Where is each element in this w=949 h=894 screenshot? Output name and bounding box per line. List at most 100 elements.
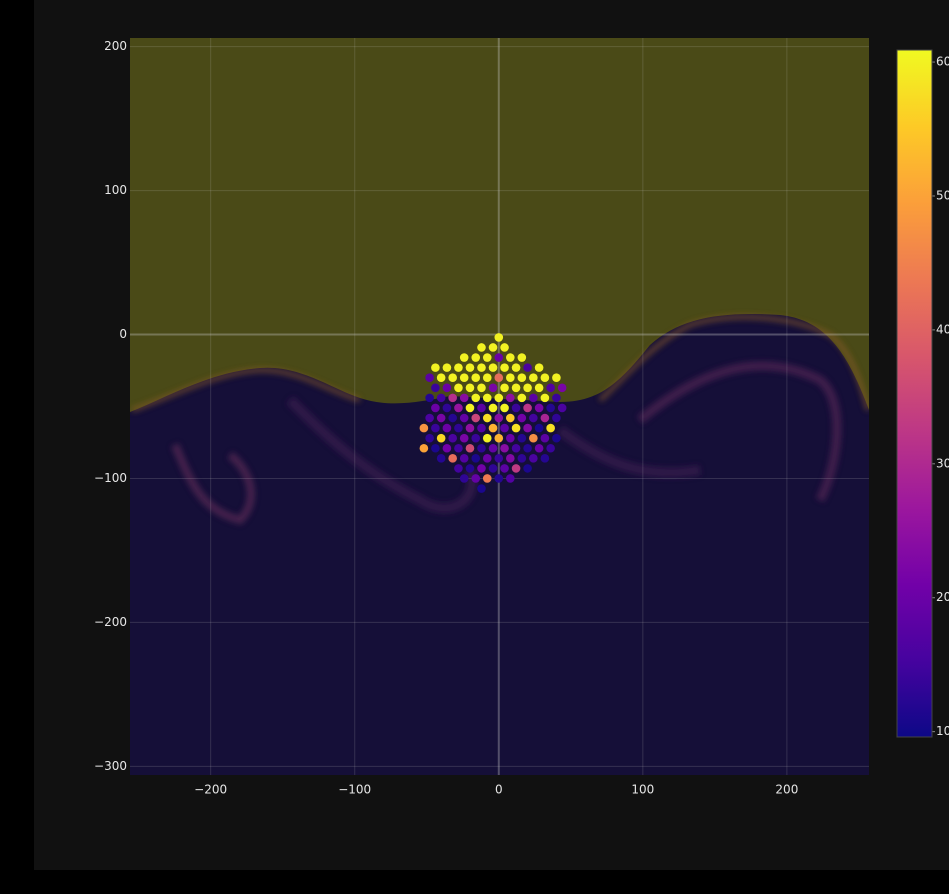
point — [448, 413, 457, 423]
point — [425, 373, 434, 383]
point — [419, 423, 429, 433]
point — [477, 423, 486, 433]
point — [511, 383, 521, 393]
point — [546, 443, 555, 453]
point — [431, 383, 440, 393]
point — [494, 413, 504, 423]
point — [459, 433, 469, 443]
point — [500, 423, 509, 433]
point — [465, 403, 475, 413]
point — [436, 373, 446, 383]
colorbar-tick-label: 60 — [936, 55, 949, 69]
point — [471, 393, 481, 403]
point — [511, 403, 521, 413]
point — [454, 443, 463, 453]
point — [425, 413, 434, 423]
point — [431, 423, 440, 433]
point — [540, 393, 550, 403]
point — [488, 383, 498, 393]
point — [431, 403, 440, 413]
point — [471, 353, 481, 362]
point — [500, 443, 509, 453]
point — [436, 433, 446, 443]
point — [465, 443, 475, 453]
y-tick-label: 100 — [104, 183, 127, 197]
point — [482, 393, 492, 403]
point — [448, 373, 457, 383]
point — [482, 474, 492, 483]
point — [477, 383, 486, 393]
point — [534, 363, 544, 372]
point — [494, 373, 504, 383]
point — [529, 454, 538, 463]
point — [494, 433, 504, 443]
point — [477, 343, 486, 352]
point — [482, 413, 492, 423]
point — [471, 373, 481, 383]
x-tick-label: 0 — [495, 783, 503, 797]
x-tick-label: −200 — [194, 783, 227, 797]
point — [511, 423, 521, 433]
point — [442, 383, 452, 393]
point — [488, 443, 498, 453]
point — [494, 333, 504, 342]
point — [459, 393, 469, 403]
point — [477, 363, 486, 372]
point — [465, 363, 475, 372]
point — [431, 443, 440, 453]
point — [506, 474, 515, 483]
point — [482, 353, 492, 362]
point — [494, 474, 504, 483]
point — [529, 413, 538, 423]
point — [488, 343, 498, 352]
point — [540, 454, 550, 463]
point — [459, 454, 469, 463]
point — [442, 443, 452, 453]
point — [529, 373, 538, 383]
point — [517, 353, 527, 362]
heatmap-swirls — [131, 314, 869, 525]
point — [523, 403, 532, 413]
point — [436, 454, 446, 463]
x-tick-label: −100 — [338, 783, 371, 797]
y-tick-label: 200 — [104, 39, 127, 53]
point — [517, 393, 527, 403]
point — [488, 403, 498, 413]
point — [482, 433, 492, 443]
point — [419, 443, 429, 453]
y-tick-label: −200 — [94, 615, 127, 629]
point — [523, 383, 532, 393]
points — [419, 333, 567, 493]
point — [494, 353, 504, 362]
point — [482, 373, 492, 383]
point — [448, 393, 457, 403]
point — [465, 423, 475, 433]
point — [459, 413, 469, 423]
point — [546, 403, 555, 413]
point — [506, 353, 515, 362]
point — [523, 464, 532, 473]
point — [454, 423, 463, 433]
point — [459, 373, 469, 383]
point — [436, 413, 446, 423]
point — [500, 383, 509, 393]
heatmap — [130, 38, 869, 775]
point — [442, 403, 452, 413]
point — [494, 454, 504, 463]
point — [511, 363, 521, 372]
point — [465, 464, 475, 473]
point — [523, 363, 532, 372]
point — [465, 383, 475, 393]
point — [454, 464, 463, 473]
point — [454, 363, 463, 372]
colorbar-tick-label: 20 — [936, 590, 949, 604]
point — [500, 343, 509, 352]
colorbar — [896, 49, 933, 738]
point — [454, 383, 463, 393]
point — [517, 413, 527, 423]
point — [477, 484, 486, 493]
point — [482, 454, 492, 463]
point — [506, 454, 515, 463]
point — [534, 383, 544, 393]
